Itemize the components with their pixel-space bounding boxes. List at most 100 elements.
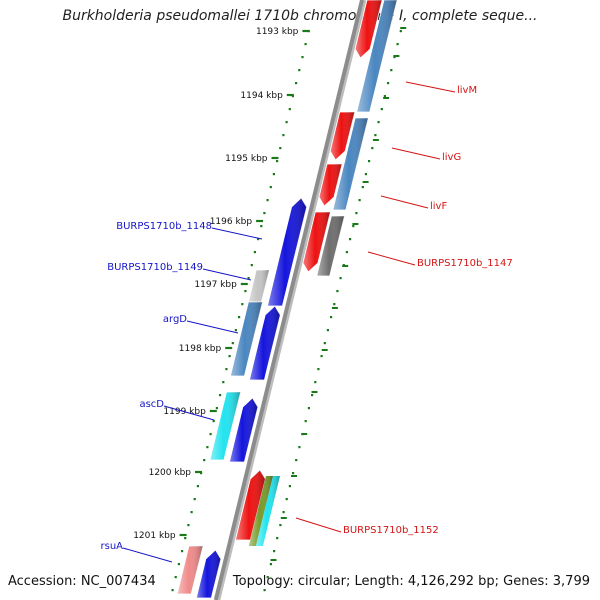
gene-livM-outer-shade <box>356 0 397 112</box>
gene-1152-pair-shade-b <box>255 476 280 546</box>
track-dot <box>377 121 380 124</box>
track-dot <box>263 589 266 592</box>
track-dot <box>330 316 333 319</box>
track-dot <box>396 43 399 46</box>
track-dot <box>295 459 298 462</box>
track-dot <box>304 420 307 423</box>
track-dot <box>349 238 352 241</box>
track-dot <box>187 524 190 527</box>
kbp-tick-label: 1195 kbp <box>225 154 268 164</box>
gene-livG-outer-shade <box>332 118 369 210</box>
track-dot <box>269 186 272 189</box>
kbp-tick-label: 1198 kbp <box>179 344 222 354</box>
track-dot <box>263 212 266 215</box>
track-dot <box>203 459 206 462</box>
leader-line <box>295 517 342 533</box>
chromosome-backbone <box>213 0 367 600</box>
gene-labels: BURPS1710b_1148 BURPS1710b_1149 argD ascD rs… <box>101 85 513 552</box>
track-dot <box>206 446 209 449</box>
leader-line <box>380 195 429 209</box>
leader-line <box>211 227 263 240</box>
track-dot <box>311 394 314 397</box>
gene-livM-inner-shade <box>355 0 382 58</box>
gene-ascD-blue-shade <box>229 398 258 462</box>
track-dot <box>285 121 288 124</box>
track-dot <box>222 381 225 384</box>
track-dot <box>276 160 279 163</box>
leader-line <box>186 320 239 334</box>
track-dot <box>266 576 269 579</box>
track-dot <box>193 498 196 501</box>
track-dot <box>282 511 285 514</box>
kbp-tick-label: 1201 kbp <box>133 531 176 541</box>
track-dot <box>307 407 310 410</box>
track-dot <box>276 537 279 540</box>
track-dot <box>399 30 402 33</box>
track-dot <box>266 199 269 202</box>
track-dot <box>273 550 276 553</box>
track-dot <box>257 238 260 241</box>
leader-line <box>122 547 173 563</box>
gene-label-forward: BURPS1710b_1149 <box>107 262 203 273</box>
gene-label-reverse: livG <box>442 152 461 163</box>
track-dot <box>298 446 301 449</box>
track-dot <box>285 498 288 501</box>
track-dot <box>279 147 282 150</box>
track-dot <box>387 82 390 85</box>
track-dot <box>279 524 282 527</box>
track-dot <box>253 251 256 254</box>
gene-label-forward: rsuA <box>101 541 124 552</box>
backbone-shadow <box>216 0 367 600</box>
map-title: Burkholderia pseudomallei 1710b chromoso… <box>62 8 538 24</box>
topology-text: Topology: circular; Length: 4,126,292 bp… <box>232 574 590 589</box>
track-dot <box>209 433 212 436</box>
label-leader-lines <box>122 81 456 563</box>
track-dot <box>272 173 275 176</box>
track-dot <box>390 69 393 72</box>
track-dot <box>231 342 234 345</box>
track-dot <box>225 368 228 371</box>
track-dot <box>250 264 253 267</box>
track-dot <box>228 355 231 358</box>
kbp-tick-label: 1196 kbp <box>210 217 253 227</box>
track-dot <box>355 212 358 215</box>
gene-label-forward: ascD <box>139 399 164 410</box>
track-dot <box>219 394 222 397</box>
track-dot <box>304 43 307 46</box>
track-dot <box>184 537 187 540</box>
track-dot <box>288 108 291 111</box>
track-dot <box>358 199 361 202</box>
track-dot <box>298 69 301 72</box>
gene-label-reverse: BURPS1710b_1152 <box>343 525 439 536</box>
kbp-tick-label: 1193 kbp <box>256 27 299 37</box>
track-dot <box>345 251 348 254</box>
gene-label-reverse: livF <box>430 201 447 212</box>
track-dot <box>383 95 386 98</box>
gene-label-forward: argD <box>163 314 187 325</box>
gene-1147-outer-shade <box>316 216 345 276</box>
right-tick-track <box>263 27 407 592</box>
gene-label-reverse: livM <box>457 85 477 96</box>
gene-1152-red-shade <box>235 470 266 540</box>
leader-line <box>405 81 456 93</box>
leader-line <box>202 268 252 281</box>
gene-features <box>176 0 398 599</box>
kbp-tick-label: 1194 kbp <box>240 91 283 101</box>
track-dot <box>238 316 241 319</box>
track-dot <box>234 329 237 332</box>
gene-rsuA-blue-shade <box>196 550 221 598</box>
track-dot <box>292 472 295 475</box>
track-dot <box>301 56 304 59</box>
track-dot <box>269 563 272 566</box>
track-dot <box>181 550 184 553</box>
track-dot <box>196 485 199 488</box>
track-dot <box>339 277 342 280</box>
gene-1147-inner-shade <box>302 212 331 272</box>
track-dot <box>171 589 174 592</box>
track-dot <box>368 160 371 163</box>
track-dot <box>190 511 193 514</box>
track-dot <box>361 186 364 189</box>
leader-line <box>163 405 215 421</box>
kbp-tick-label: 1197 kbp <box>194 280 237 290</box>
leader-line <box>367 251 416 266</box>
